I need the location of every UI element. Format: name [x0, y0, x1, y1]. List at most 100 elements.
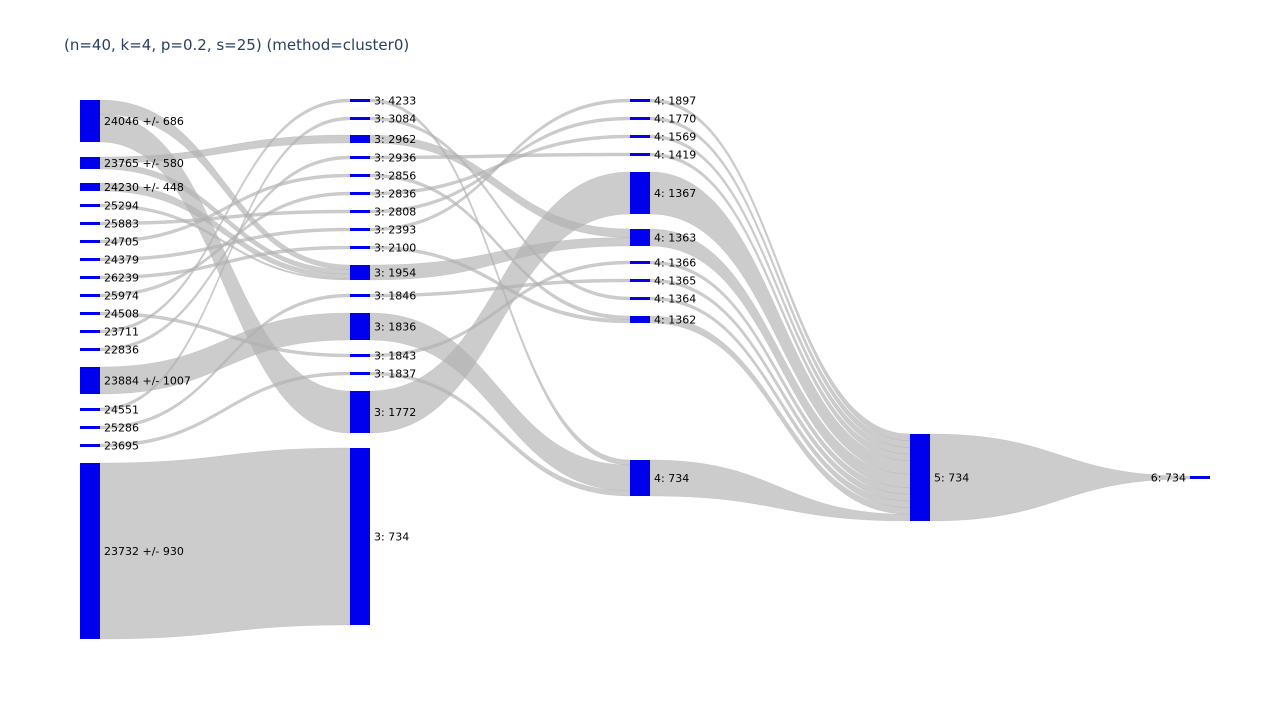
sankey-node-label: 5: 734 — [934, 472, 969, 485]
sankey-node — [80, 463, 100, 639]
sankey-node-label: 23765 +/- 580 — [104, 157, 184, 170]
sankey-node-label: 3: 2393 — [374, 224, 416, 237]
sankey-node — [630, 229, 650, 246]
sankey-node — [350, 228, 370, 231]
sankey-node — [80, 240, 100, 243]
sankey-node — [350, 99, 370, 102]
sankey-node — [630, 297, 650, 300]
sankey-node — [630, 279, 650, 282]
sankey-node-label: 24379 — [104, 254, 139, 267]
sankey-node — [80, 330, 100, 333]
sankey-node — [350, 117, 370, 120]
sankey-node-label: 25883 — [104, 218, 139, 231]
sankey-node — [80, 367, 100, 394]
sankey-link — [99, 113, 351, 434]
sankey-node — [350, 448, 370, 625]
sankey-node-label: 3: 2936 — [374, 152, 416, 165]
sankey-node-label: 3: 1846 — [374, 290, 416, 303]
sankey-node — [350, 265, 370, 280]
sankey-node-label: 22836 — [104, 344, 139, 357]
sankey-node — [630, 460, 650, 496]
sankey-node — [1190, 476, 1210, 479]
sankey-node-label: 23695 — [104, 440, 139, 453]
sankey-node-label: 4: 734 — [654, 472, 689, 485]
sankey-node — [80, 157, 100, 169]
sankey-node-label: 25294 — [104, 200, 139, 213]
sankey-node-label: 3: 2856 — [374, 170, 416, 183]
sankey-node — [350, 354, 370, 357]
sankey-nodes — [80, 99, 1210, 639]
sankey-node-label: 4: 1363 — [654, 232, 696, 245]
sankey-link — [369, 237, 631, 281]
sankey-node — [350, 210, 370, 213]
sankey-link — [99, 447, 351, 640]
sankey-node — [630, 99, 650, 102]
sankey-node-label: 23732 +/- 930 — [104, 545, 184, 558]
sankey-node-label: 4: 1366 — [654, 257, 696, 270]
sankey-labels: 24046 +/- 686 23765 +/- 580 24230 +/- 448 2… — [104, 95, 1186, 559]
sankey-node-label: 4: 1367 — [654, 187, 696, 200]
sankey-node — [350, 174, 370, 177]
chart-title: (n=40, k=4, p=0.2, s=25) (method=cluster… — [64, 36, 410, 54]
sankey-node-label: 3: 3084 — [374, 113, 416, 126]
sankey-node — [80, 258, 100, 261]
sankey-node-label: 24705 — [104, 236, 139, 249]
sankey-node — [80, 222, 100, 225]
sankey-node — [350, 246, 370, 249]
sankey-node-label: 23711 — [104, 326, 139, 339]
sankey-node — [80, 100, 100, 142]
sankey-node-label: 6: 734 — [1151, 472, 1186, 485]
sankey-node — [910, 434, 930, 521]
sankey-node-label: 4: 1770 — [654, 113, 696, 126]
sankey-node — [350, 192, 370, 195]
sankey-node-label: 3: 4233 — [374, 95, 416, 108]
sankey-node-label: 24230 +/- 448 — [104, 181, 184, 194]
sankey-node-label: 3: 1836 — [374, 321, 416, 334]
sankey-node-label: 23884 +/- 1007 — [104, 375, 191, 388]
sankey-node-label: 3: 1954 — [374, 267, 416, 280]
sankey-node-label: 25286 — [104, 422, 139, 435]
sankey-node — [80, 348, 100, 351]
sankey-node-label: 4: 1419 — [654, 149, 696, 162]
sankey-node — [630, 153, 650, 156]
sankey-node — [350, 294, 370, 297]
sankey-node-label: 3: 2836 — [374, 188, 416, 201]
sankey-node — [80, 294, 100, 297]
sankey-node — [80, 444, 100, 447]
sankey-node-label: 3: 2808 — [374, 206, 416, 219]
sankey-node-label: 4: 1362 — [654, 314, 696, 327]
sankey-node-label: 4: 1365 — [654, 275, 696, 288]
sankey-node-label: 24551 — [104, 404, 139, 417]
sankey-node-label: 4: 1569 — [654, 131, 696, 144]
sankey-node-label: 3: 1837 — [374, 368, 416, 381]
sankey-node-label: 3: 734 — [374, 531, 409, 544]
sankey-node — [350, 156, 370, 159]
sankey-node-label: 3: 2962 — [374, 133, 416, 146]
sankey-node — [630, 316, 650, 323]
sankey-node — [350, 135, 370, 143]
sankey-node-label: 25974 — [104, 290, 139, 303]
sankey-node — [80, 408, 100, 411]
sankey-node-label: 24508 — [104, 308, 139, 321]
sankey-node-label: 3: 2100 — [374, 242, 416, 255]
sankey-node — [80, 276, 100, 279]
sankey-node — [80, 183, 100, 191]
sankey-node — [350, 372, 370, 375]
sankey-node — [630, 261, 650, 264]
sankey-node — [80, 204, 100, 207]
sankey-node — [630, 117, 650, 120]
sankey-node — [630, 135, 650, 138]
sankey-node — [80, 312, 100, 315]
sankey-node-label: 3: 1772 — [374, 406, 416, 419]
sankey-links — [99, 98, 1191, 640]
sankey-node-label: 3: 1843 — [374, 350, 416, 363]
sankey-node — [350, 313, 370, 340]
sankey-node-label: 4: 1364 — [654, 293, 696, 306]
sankey-node — [630, 172, 650, 214]
sankey-node-label: 4: 1897 — [654, 95, 696, 108]
sankey-node-label: 26239 — [104, 272, 139, 285]
sankey-node — [80, 426, 100, 429]
sankey-node — [350, 391, 370, 433]
sankey-node-label: 24046 +/- 686 — [104, 115, 184, 128]
